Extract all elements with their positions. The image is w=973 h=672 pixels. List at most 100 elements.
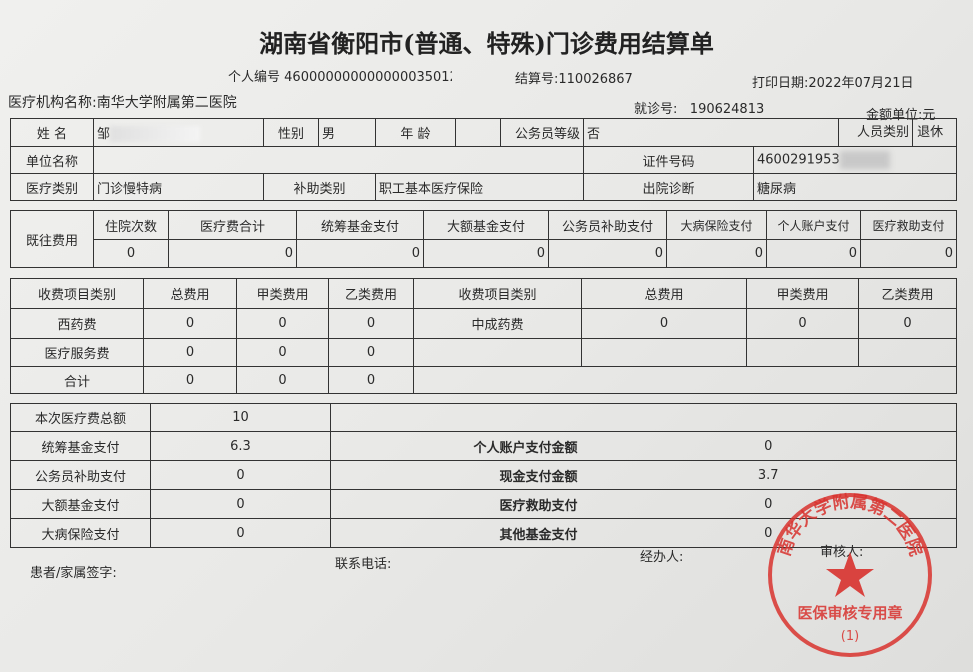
institution-label: 医疗机构名称:	[8, 95, 97, 111]
history-header: 医疗费合计	[168, 210, 297, 240]
charges-header: 甲类费用	[746, 278, 859, 309]
reviewer-label: 审核人:	[820, 545, 864, 560]
charges-header: 甲类费用	[236, 278, 329, 309]
gender-value: 男	[318, 118, 376, 147]
document-title: 湖南省衡阳市(普通、特殊)门诊费用结算单	[259, 29, 714, 58]
visit-no-value: 190624813	[689, 102, 765, 117]
empty-cell	[858, 338, 957, 367]
summary-label: 本次医疗费总额	[10, 403, 151, 432]
summary-value: 0	[580, 489, 957, 519]
summary-value: 3.7	[580, 460, 957, 490]
history-value: 0	[860, 239, 957, 268]
history-header: 公务员补助支付	[548, 210, 667, 240]
charge-value: 0	[328, 366, 414, 394]
summary-label: 现金支付金额	[330, 460, 581, 490]
settlement-no: 结算号:110026867	[515, 68, 633, 87]
charge-value: 0	[328, 308, 414, 339]
summary-label: 其他基金支付	[330, 518, 581, 548]
charge-value: 0	[143, 308, 237, 339]
summary-label: 统筹基金支付	[10, 431, 151, 461]
charges-header: 乙类费用	[858, 278, 957, 309]
employer-label: 单位名称	[10, 146, 94, 174]
summary-label: 大额基金支付	[10, 489, 151, 519]
med-type-value: 门诊慢特病	[93, 173, 264, 201]
history-header: 医疗救助支付	[860, 210, 957, 240]
charge-value: 0	[328, 338, 414, 367]
id-value: 4600291953	[752, 146, 958, 174]
med-type-label: 医疗类别	[10, 173, 94, 201]
charge-value: 0	[858, 308, 957, 339]
name-value: 邹	[93, 118, 264, 147]
history-value: 0	[423, 239, 549, 268]
charge-category: 合计	[10, 366, 144, 394]
gender-label: 性别	[263, 118, 319, 147]
person-type-label: 人员类别	[840, 119, 914, 146]
person-type: 人员类别 退休	[838, 118, 958, 147]
history-header: 大额基金支付	[423, 210, 549, 240]
summary-label: 医疗救助支付	[330, 489, 581, 519]
charges-table: 收费项目类别 总费用 甲类费用 乙类费用 收费项目类别 总费用 甲类费用 乙类费…	[10, 278, 957, 394]
visit-no: 就诊号: 190624813	[634, 98, 764, 117]
personal-id-label: 个人编号	[228, 70, 281, 85]
official-stamp: 南华大学附属第二医院 医保审核专用章 (1)	[768, 491, 932, 657]
history-header: 住院次数	[93, 210, 169, 240]
diagnosis-value: 糖尿病	[752, 173, 958, 201]
charges-header: 收费项目类别	[10, 278, 144, 309]
summary-label: 个人账户支付金额	[330, 431, 581, 461]
charge-category: 中成药费	[413, 308, 582, 339]
signature-label: 患者/家属签字:	[30, 566, 117, 581]
summary-value: 0	[150, 489, 331, 519]
charge-category: 医疗服务费	[10, 338, 144, 367]
person-type-value: 退休	[917, 125, 944, 140]
print-date-value: 2022年07月21日	[808, 76, 914, 91]
history-value: 0	[548, 239, 667, 268]
charge-value: 0	[143, 366, 237, 394]
charges-header: 总费用	[143, 278, 237, 309]
stamp-subtext: 医保审核专用章	[797, 604, 902, 622]
summary-value: 0	[150, 460, 331, 490]
id-label: 证件号码	[583, 146, 754, 174]
settlement-no-value: 110026867	[558, 72, 633, 87]
age-label: 年 龄	[375, 118, 456, 147]
history-header: 个人账户支付	[766, 210, 861, 240]
history-value: 0	[93, 239, 169, 268]
subsidy-label: 补助类别	[263, 173, 376, 201]
charge-category: 西药费	[10, 308, 144, 339]
employer-value	[93, 146, 584, 174]
diagnosis-label: 出院诊断	[583, 173, 754, 201]
empty-cell	[330, 403, 957, 432]
institution: 医疗机构名称:南华大学附属第二医院	[8, 92, 237, 112]
charge-value: 0	[236, 338, 329, 367]
settlement-no-label: 结算号:	[515, 72, 559, 87]
summary-label: 公务员补助支付	[10, 460, 151, 490]
charge-value: 0	[236, 366, 329, 394]
summary-value: 6.3	[150, 431, 331, 461]
handler-label: 经办人:	[640, 550, 684, 565]
charge-value: 0	[746, 308, 859, 339]
charge-value: 0	[581, 308, 747, 339]
summary-label: 大病保险支付	[10, 518, 151, 548]
stamp-number: (1)	[841, 629, 859, 644]
history-value: 0	[766, 239, 861, 268]
civil-value: 否	[582, 118, 839, 147]
history-table: 既往费用 住院次数 医疗费合计 统筹基金支付 大额基金支付 公务员补助支付 大病…	[10, 210, 957, 268]
empty-cell	[746, 338, 859, 367]
civil-label: 公务员等级	[500, 118, 584, 147]
print-date-label: 打印日期:	[752, 76, 809, 91]
history-header: 统筹基金支付	[296, 210, 424, 240]
summary-value: 0	[580, 431, 957, 461]
history-header: 大病保险支付	[666, 210, 767, 240]
charges-header: 总费用	[581, 278, 747, 309]
print-date: 打印日期:2022年07月21日	[752, 72, 914, 91]
stamp-ring	[768, 493, 932, 657]
summary-value: 0	[580, 518, 957, 548]
summary-value: 10	[150, 403, 331, 432]
subsidy-value: 职工基本医疗保险	[375, 173, 584, 201]
summary-table: 本次医疗费总额 10 统筹基金支付 6.3 个人账户支付金额 0 公务员补助支付…	[10, 403, 957, 548]
history-value: 0	[168, 239, 297, 268]
charge-value: 0	[236, 308, 329, 339]
personal-id-value: 46000000000000003501225	[284, 70, 452, 85]
charges-header: 乙类费用	[328, 278, 414, 309]
history-value: 0	[666, 239, 767, 268]
charge-value: 0	[143, 338, 237, 367]
